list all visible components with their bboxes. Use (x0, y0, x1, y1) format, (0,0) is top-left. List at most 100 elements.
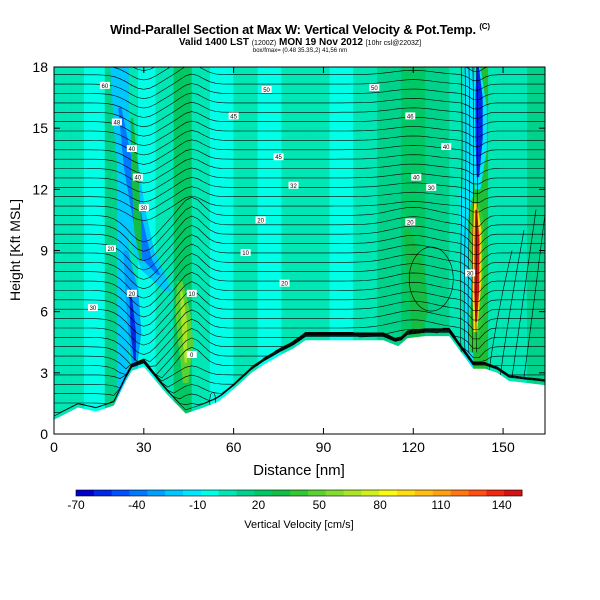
theta-contour (54, 196, 545, 243)
x-tick-label: 120 (402, 439, 426, 455)
colorbar-swatch (76, 490, 95, 496)
x-axis: 0 30 60 90 120 150 (50, 67, 515, 455)
theta-contour (54, 195, 545, 221)
velocity-band (527, 67, 545, 434)
colorbar: -70 -40 -10 20 50 80 110 140 (67, 489, 523, 512)
theta-label-box (255, 216, 266, 224)
velocity-band (209, 67, 234, 434)
theta-label-box (228, 112, 239, 120)
theta-label-box (279, 279, 290, 287)
velocity-band (488, 67, 504, 434)
theta-label: 45 (273, 153, 284, 161)
theta-label-text: 45 (230, 114, 237, 120)
colorbar-swatch (272, 490, 291, 496)
theta-label-text: 60 (102, 84, 109, 90)
theta-label-box (411, 173, 422, 181)
theta-contour (54, 176, 545, 203)
colorbar-swatch (236, 490, 255, 496)
colorbar-tick-label: -40 (128, 498, 146, 512)
colorbar-swatch (165, 490, 184, 496)
theta-label-box (126, 145, 137, 153)
theta-label: 30 (465, 269, 476, 277)
theta-label-box (87, 304, 98, 312)
theta-contour (54, 234, 545, 280)
colorbar-swatch (325, 490, 344, 496)
theta-contour (54, 92, 545, 118)
colorbar-swatch (200, 490, 220, 496)
theta-label-box (138, 204, 149, 212)
y-tick-label: 0 (40, 426, 48, 442)
theta-contour (54, 225, 545, 271)
theta-label: 30 (138, 204, 149, 212)
theta-label-box (186, 350, 197, 358)
colorbar-swatch (486, 490, 505, 496)
theta-contour (54, 148, 545, 175)
theta-label: 40 (126, 145, 137, 153)
updraft-ridge (404, 230, 429, 341)
theta-contour (54, 167, 545, 193)
y-tick-label: 9 (40, 243, 48, 259)
theta-contour (54, 101, 545, 128)
subtitle-forecast: [10hr csl@2203Z] (365, 40, 422, 47)
theta-contour (54, 111, 545, 137)
theta-label-box (465, 269, 476, 277)
colorbar-swatch (432, 490, 452, 496)
subtitle-utc: (1200Z) (251, 40, 277, 47)
theta-label: 48 (111, 118, 122, 127)
x-tick-label: 90 (316, 439, 332, 455)
theta-label: 50 (369, 83, 380, 92)
theta-label-text: 20 (108, 247, 115, 253)
theta-label-box (405, 112, 416, 120)
theta-contour (54, 83, 545, 109)
colorbar-tick-label: 140 (492, 498, 512, 512)
x-tick-label: 60 (226, 439, 242, 455)
theta-label-box (99, 81, 110, 89)
theta-label: 10 (240, 249, 251, 257)
updraft-core (474, 209, 480, 322)
theta-contour (54, 309, 545, 355)
colorbar-swatch (93, 490, 113, 496)
theta-label-text: 20 (257, 218, 264, 224)
theta-contour-steep (467, 67, 471, 353)
theta-label: 20 (255, 216, 266, 224)
colorbar-swatch (450, 490, 469, 496)
theta-contour (54, 120, 545, 146)
theta-label-text: 40 (413, 176, 420, 182)
theta-contour-steep (475, 67, 478, 353)
theta-label-box (111, 118, 122, 126)
theta-contour-loop (408, 246, 454, 312)
colorbar-tick-label: -70 (67, 498, 85, 512)
chart-source-line: box/fmax= (0.48 35.3S,2) 41,56 nm (252, 48, 348, 54)
y-axis-label: Height [Kft MSL] (7, 199, 23, 301)
theta-label-text: 30 (428, 186, 435, 192)
theta-label: 10 (186, 289, 197, 298)
colorbar-swatch (254, 490, 273, 496)
theta-label-box (132, 173, 143, 181)
theta-contour-lee (499, 230, 525, 377)
theta-contour (54, 271, 545, 318)
theta-label-text: 50 (371, 86, 378, 92)
colorbar-swatch (504, 490, 523, 496)
y-tick-label: 3 (40, 365, 48, 381)
chart-title: Wind-Parallel Section at Max W: Vertical… (0, 22, 600, 37)
chart-subtitle: Valid 1400 LST (1200Z) MON 19 Nov 2012 [… (0, 37, 600, 48)
theta-contour (54, 328, 545, 367)
theta-label-text: 40 (134, 176, 141, 182)
theta-contour (54, 215, 545, 262)
theta-label-text: 50 (263, 88, 270, 94)
theta-contour (54, 290, 545, 337)
theta-label: 0 (186, 350, 197, 359)
theta-label-text: 30 (90, 306, 97, 312)
theta-label-text: 20 (407, 220, 414, 226)
theta-label-text: 48 (114, 121, 121, 127)
colorbar-swatch (379, 490, 398, 496)
y-tick-label: 12 (32, 181, 48, 197)
theta-contour-steep (460, 67, 463, 353)
subtitle-valid: Valid 1400 LST (178, 37, 249, 48)
theta-label-box (186, 289, 197, 297)
colorbar-swatch (290, 490, 309, 496)
theta-label-box (240, 249, 251, 257)
colorbar-swatch (343, 490, 362, 496)
y-tick-label: 18 (32, 59, 48, 75)
theta-contour (54, 186, 545, 212)
